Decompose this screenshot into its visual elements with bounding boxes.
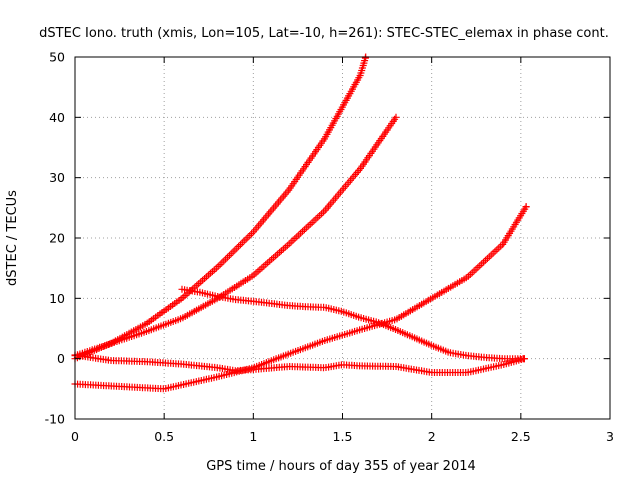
- y-tick-label: 50: [49, 50, 65, 65]
- x-tick-label: 0: [71, 429, 79, 444]
- series-5: [178, 285, 528, 363]
- y-tick-label: 40: [49, 110, 65, 125]
- y-tick-label: 10: [49, 291, 65, 306]
- series-4: [71, 351, 528, 376]
- x-tick-label: 0.5: [154, 429, 174, 444]
- data-series: [71, 53, 530, 393]
- x-tick-label: 1: [249, 429, 257, 444]
- chart-title: dSTEC Iono. truth (xmis, Lon=105, Lat=-1…: [39, 26, 609, 41]
- y-axis-label: dSTEC / TECUs: [5, 190, 20, 286]
- series-2-markers: [71, 113, 400, 360]
- series-2: [71, 113, 400, 360]
- x-tick-label: 2: [428, 429, 436, 444]
- x-axis-label: GPS time / hours of day 355 of year 2014: [206, 459, 476, 474]
- y-tick-label: -10: [45, 412, 65, 427]
- x-tick-label: 2.5: [511, 429, 531, 444]
- y-tick-label: 20: [49, 231, 65, 246]
- y-tick-label: 30: [49, 170, 65, 185]
- grid-lines: [75, 57, 610, 419]
- x-axis-ticks: 0 0.5 1 1.5 2 2.5 3: [71, 57, 614, 444]
- series-5-markers: [178, 285, 528, 363]
- y-tick-label: 0: [57, 351, 65, 366]
- y-axis-ticks: -10 0 10 20 30 40 50: [45, 50, 610, 427]
- x-tick-label: 3: [606, 429, 614, 444]
- series-4-markers: [71, 351, 528, 376]
- x-tick-label: 1.5: [333, 429, 353, 444]
